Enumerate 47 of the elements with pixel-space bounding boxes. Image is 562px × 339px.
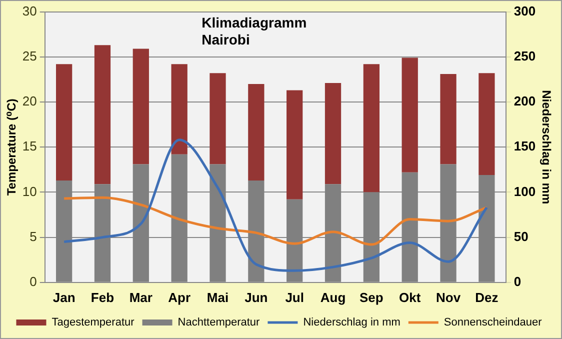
legend-label: Niederschlag in mm (303, 316, 400, 329)
y2-tick-label: 0 (514, 274, 522, 289)
bar (56, 64, 72, 180)
y2-tick-label: 150 (514, 138, 536, 154)
line-series (62, 196, 488, 246)
y-tick-label: 10 (22, 184, 37, 199)
bar (248, 84, 264, 180)
x-tick-label: Apr (168, 290, 191, 305)
legend-label: Sonnenscheindauer (444, 316, 542, 329)
x-tick-label: Dez (475, 290, 499, 305)
y2-tick-label: 250 (514, 48, 536, 64)
bar (478, 73, 495, 176)
y2-tick-label: 100 (514, 184, 536, 199)
x-tick-label: Jan (52, 290, 76, 305)
bar (324, 83, 342, 184)
line-series (62, 138, 488, 272)
bar (210, 73, 226, 164)
bar (132, 48, 149, 164)
bar (402, 58, 418, 172)
legend-label: Tagestemperatur (52, 316, 135, 329)
text: Klimadiagramm Nairobi (202, 14, 307, 48)
x-tick-label: Aug (320, 290, 346, 305)
bar (363, 64, 380, 192)
x-tick-label: Nov (436, 290, 462, 305)
y-tick-label: 25 (22, 48, 37, 64)
x-tick-label: Jul (285, 290, 304, 305)
legend-label: Nachttemperatur (178, 316, 260, 329)
bar (171, 64, 188, 154)
x-tick-label: Feb (90, 290, 114, 305)
bar (94, 45, 111, 184)
y-axis-title: Temperature (⁰C) (4, 98, 19, 196)
bar (440, 74, 456, 164)
y2-tick-label: 300 (514, 3, 536, 18)
x-tick-label: Jun (244, 290, 268, 305)
x-tick-label: Mar (129, 290, 152, 305)
y-tick-label: 5 (30, 228, 37, 244)
bar (286, 90, 303, 200)
x-tick-label: Okt (399, 290, 422, 305)
x-tick-label: Mai (206, 290, 229, 305)
y-tick-label: 20 (22, 94, 37, 109)
y-tick-label: 15 (22, 138, 37, 154)
y-tick-label: 30 (22, 3, 37, 18)
y2-axis-title: Niederschlag in mm (539, 90, 554, 204)
x-tick-label: Sep (360, 290, 384, 305)
y2-tick-label: 200 (514, 94, 536, 109)
y2-tick-label: 50 (514, 228, 528, 244)
y-tick-label: 0 (30, 274, 37, 289)
